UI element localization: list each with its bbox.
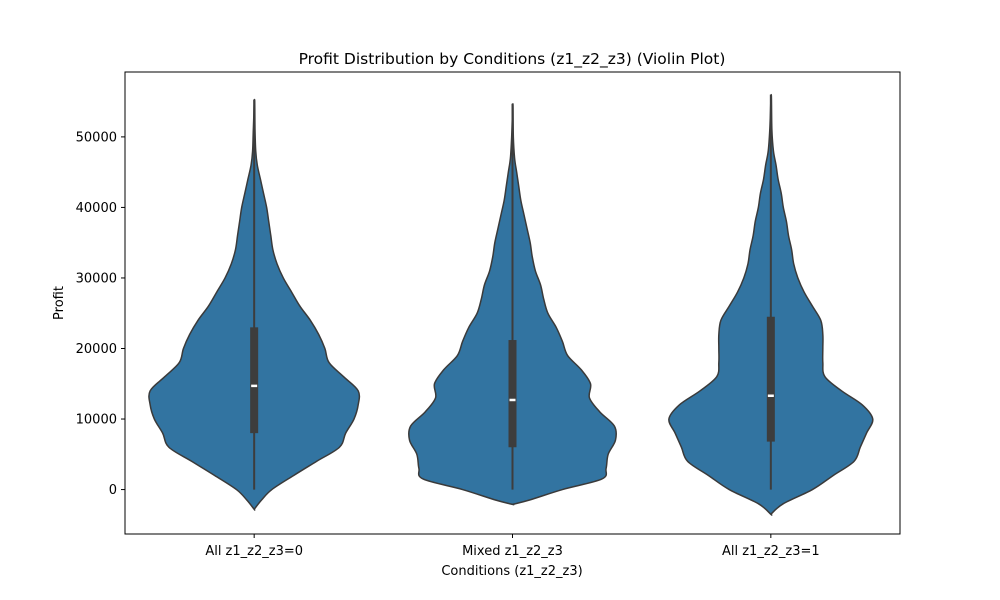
y-axis-label: Profit <box>52 286 67 320</box>
x-tick-label-1: Mixed z1_z2_z3 <box>462 544 563 559</box>
violin-2 <box>668 93 874 516</box>
violin-median-2 <box>767 394 774 398</box>
violin-median-1 <box>509 398 516 402</box>
violin-1 <box>407 102 618 506</box>
violin-0 <box>148 98 361 511</box>
chart-title: Profit Distribution by Conditions (z1_z2… <box>299 50 726 69</box>
violin-median-0 <box>251 384 258 388</box>
violins-layer <box>148 93 874 516</box>
violin-iqr-box-2 <box>766 316 775 442</box>
x-axis: All z1_z2_z3=0 Mixed z1_z2_z3 All z1_z2_z3… <box>205 534 820 559</box>
y-tick-label-4: 40000 <box>76 201 117 216</box>
violin-iqr-box-0 <box>250 327 259 434</box>
x-axis-label: Conditions (z1_z2_z3) <box>441 564 582 579</box>
plot-frame <box>124 71 901 535</box>
x-tick-label-2: All z1_z2_z3=1 <box>722 544 820 559</box>
y-axis: 0 10000 20000 30000 40000 50000 <box>76 130 125 498</box>
violin-iqr-box-1 <box>508 340 517 448</box>
y-tick-label-2: 20000 <box>76 342 117 357</box>
y-tick-label-1: 10000 <box>76 413 117 428</box>
y-tick-label-3: 30000 <box>76 271 117 286</box>
x-tick-label-0: All z1_z2_z3=0 <box>205 544 303 559</box>
y-tick-label-0: 0 <box>109 483 117 498</box>
y-tick-label-5: 50000 <box>76 130 117 145</box>
